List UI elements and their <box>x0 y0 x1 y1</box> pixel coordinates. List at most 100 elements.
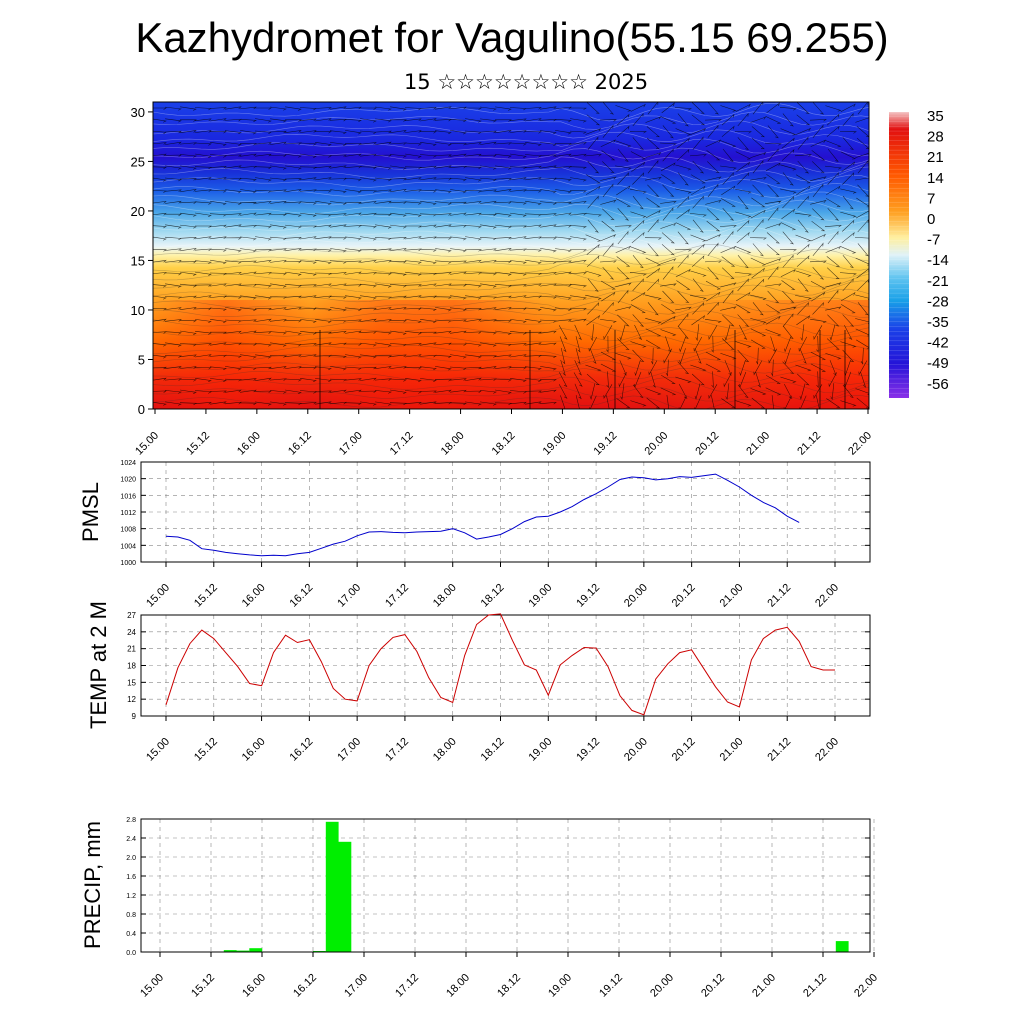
contour-line <box>153 297 869 315</box>
colorbar-label: -14 <box>927 252 949 269</box>
colorbar-label: -56 <box>927 376 949 393</box>
x-tick-label: 21.12 <box>765 582 793 610</box>
y-tick-label: 12 <box>127 695 136 704</box>
x-tick-label: 18.12 <box>490 430 518 458</box>
x-tick-label: 15.12 <box>192 736 220 764</box>
x-tick-label: 15.12 <box>184 430 212 458</box>
x-tick-label: 15.00 <box>133 430 161 458</box>
x-tick-label: 15.00 <box>144 736 172 764</box>
precip-x-axis: 15.00 15.12 16.00 16.12 17.00 17.12 18.00 18.12… <box>138 952 880 1000</box>
x-tick-label: 21.12 <box>765 736 793 764</box>
y-tick-label: 21 <box>127 645 136 654</box>
colorbar-label: -28 <box>927 293 949 310</box>
contour-line <box>153 208 869 227</box>
wind-barb-field <box>153 102 869 409</box>
pmsl-line <box>165 473 800 557</box>
temp-ylabel: TEMP at 2 M <box>86 601 111 729</box>
contour-line <box>153 376 869 394</box>
y-tick-label: 25 <box>131 154 145 169</box>
precip-bar <box>835 941 849 952</box>
x-tick-label: 17.12 <box>383 582 411 610</box>
y-tick-label: 20 <box>131 204 145 219</box>
x-tick-label: 19.12 <box>574 582 602 610</box>
x-tick-label: 17.12 <box>383 736 411 764</box>
contour-line <box>153 280 869 297</box>
colorbar: 35 28 21 14 7 0 -7 -14 -21 -28 -35 -42 -49 -56 <box>889 108 949 398</box>
contour-line <box>153 340 869 359</box>
colorbar-label: -21 <box>927 273 949 290</box>
contour-line <box>153 288 869 306</box>
y-tick-label: 15 <box>127 678 136 687</box>
x-tick-label: 16.12 <box>288 582 316 610</box>
x-tick-label: 19.00 <box>526 582 554 610</box>
x-tick-label: 19.00 <box>541 430 569 458</box>
x-tick-label: 19.00 <box>526 736 554 764</box>
contour-line <box>153 305 869 324</box>
x-tick-label: 21.00 <box>718 736 746 764</box>
colorbar-label: -49 <box>927 355 949 372</box>
x-tick-label: 20.12 <box>699 972 727 1000</box>
y-tick-label: 0.4 <box>126 931 136 938</box>
colorbar-label: -42 <box>927 335 949 352</box>
contour-line <box>153 314 869 333</box>
x-tick-label: 17.12 <box>393 972 421 1000</box>
x-tick-label: 16.00 <box>240 736 268 764</box>
pmsl-ylabel: PMSL <box>78 482 103 542</box>
x-tick-label: 18.00 <box>444 972 472 1000</box>
contour-line <box>153 102 869 122</box>
contour-line <box>153 394 869 409</box>
heatmap-y-axis: 0 5 10 15 20 25 30 <box>131 105 153 417</box>
contour-line <box>153 270 869 288</box>
contour-line <box>153 111 869 130</box>
contour-line <box>153 262 869 280</box>
contour-line <box>153 358 869 376</box>
contour-line <box>153 226 869 245</box>
heatmap-contours <box>153 102 869 409</box>
x-tick-label: 22.00 <box>852 972 880 1000</box>
y-tick-label: 0.0 <box>126 950 136 957</box>
temp-x-axis: 15.00 15.12 16.00 16.12 17.00 17.12 18.00 18.12… <box>144 716 841 764</box>
x-tick-label: 20.12 <box>670 582 698 610</box>
pmsl-grid <box>141 462 870 562</box>
y-tick-label: 1004 <box>120 543 136 550</box>
x-tick-label: 16.00 <box>240 972 268 1000</box>
y-tick-label: 1008 <box>120 527 136 534</box>
x-tick-label: 21.00 <box>718 582 746 610</box>
x-tick-label: 18.00 <box>431 582 459 610</box>
y-tick-label: 27 <box>127 611 136 620</box>
contour-line <box>153 349 869 368</box>
x-tick-label: 19.00 <box>546 972 574 1000</box>
x-tick-label: 19.12 <box>592 430 620 458</box>
y-tick-label: 30 <box>131 105 145 120</box>
y-tick-label: 1012 <box>120 510 136 517</box>
chart-subtitle: 15 ☆☆☆☆☆☆☆☆ 2025 <box>403 70 649 94</box>
x-tick-label: 17.00 <box>335 582 363 610</box>
contour-line <box>153 322 869 342</box>
colorbar-label: 0 <box>927 211 935 228</box>
y-tick-label: 2.4 <box>126 836 136 843</box>
precip-frame <box>140 818 871 953</box>
contour-line <box>153 120 869 139</box>
x-tick-label: 21.00 <box>750 972 778 1000</box>
contour-line <box>153 253 869 271</box>
x-tick-label: 22.00 <box>813 736 841 764</box>
x-tick-label: 22.00 <box>813 582 841 610</box>
x-tick-label: 18.12 <box>479 582 507 610</box>
contour-line <box>153 217 869 236</box>
x-tick-label: 16.00 <box>235 430 263 458</box>
precip-bar <box>223 950 237 952</box>
x-tick-label: 20.00 <box>648 972 676 1000</box>
colorbar-label: 7 <box>927 190 935 207</box>
wind-barbs <box>153 102 869 409</box>
y-tick-label: 1020 <box>120 477 136 484</box>
y-tick-label: 0 <box>138 402 145 417</box>
temp-y-axis: 9 12 15 18 21 24 27 <box>127 611 870 721</box>
contour-line <box>153 331 869 350</box>
temp-line <box>165 613 835 716</box>
pmsl-x-axis: 15.00 15.12 16.00 16.12 17.00 17.12 18.00 18.12… <box>144 562 841 610</box>
x-tick-label: 18.12 <box>495 972 523 1000</box>
colorbar-label: 35 <box>927 108 944 125</box>
